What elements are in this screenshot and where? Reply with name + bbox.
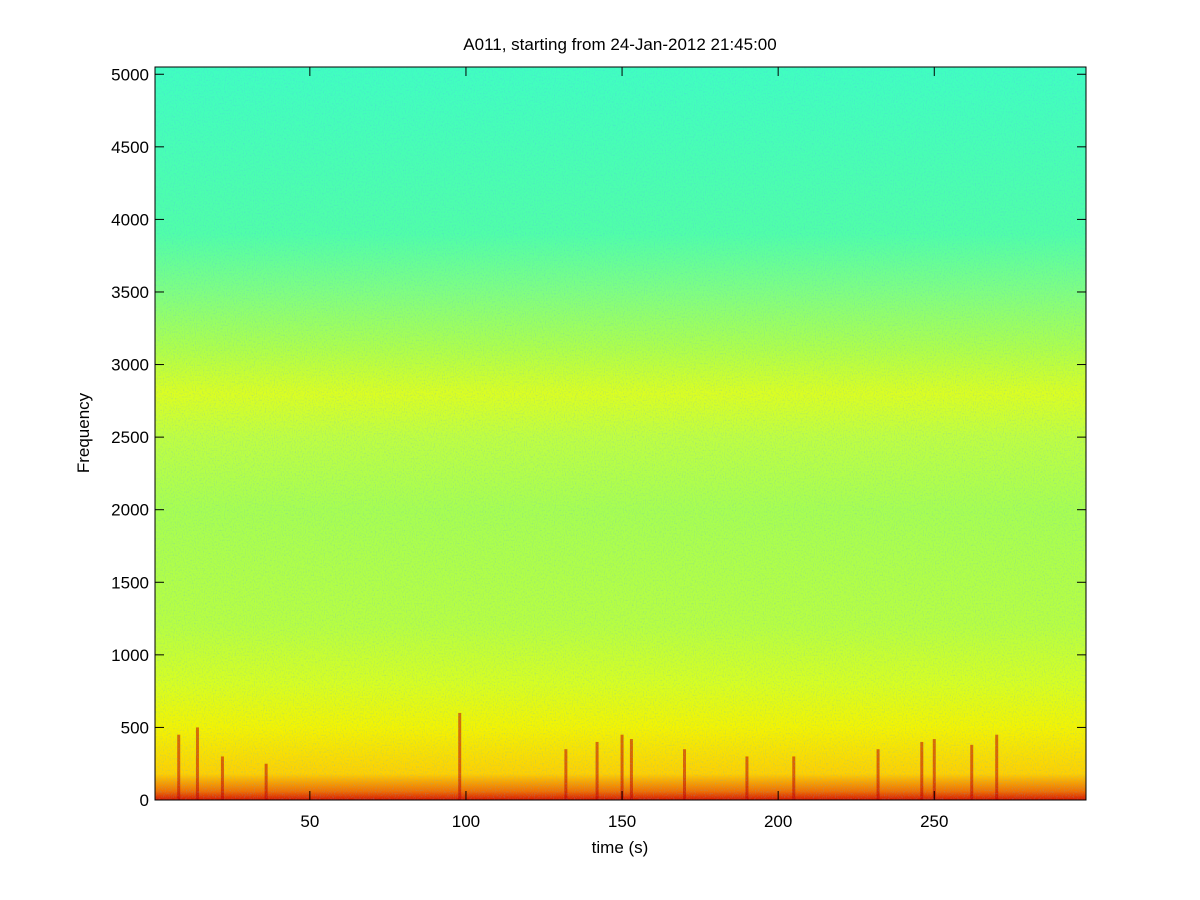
y-tick-label: 4500	[111, 138, 149, 157]
x-tick-label: 50	[300, 812, 319, 831]
x-tick-label: 250	[920, 812, 948, 831]
x-tick-label: 150	[608, 812, 636, 831]
y-axis-label: Frequency	[74, 392, 93, 473]
y-tick-label: 500	[121, 718, 149, 737]
y-tick-label: 4000	[111, 210, 149, 229]
y-tick-label: 0	[140, 791, 149, 810]
x-tick-label: 100	[452, 812, 480, 831]
y-tick-label: 2500	[111, 428, 149, 447]
y-tick-label: 3500	[111, 283, 149, 302]
y-tick-label: 1000	[111, 646, 149, 665]
x-axis-label: time (s)	[592, 838, 649, 857]
y-tick-label: 5000	[111, 65, 149, 84]
y-tick-label: 1500	[111, 573, 149, 592]
noise-texture	[155, 67, 1086, 800]
y-tick-label: 2000	[111, 501, 149, 520]
x-tick-label: 200	[764, 812, 792, 831]
y-tick-label: 3000	[111, 356, 149, 375]
axes-box	[154, 66, 1087, 801]
chart-title: A011, starting from 24-Jan-2012 21:45:00	[463, 35, 776, 54]
noise-layer	[155, 67, 1086, 800]
